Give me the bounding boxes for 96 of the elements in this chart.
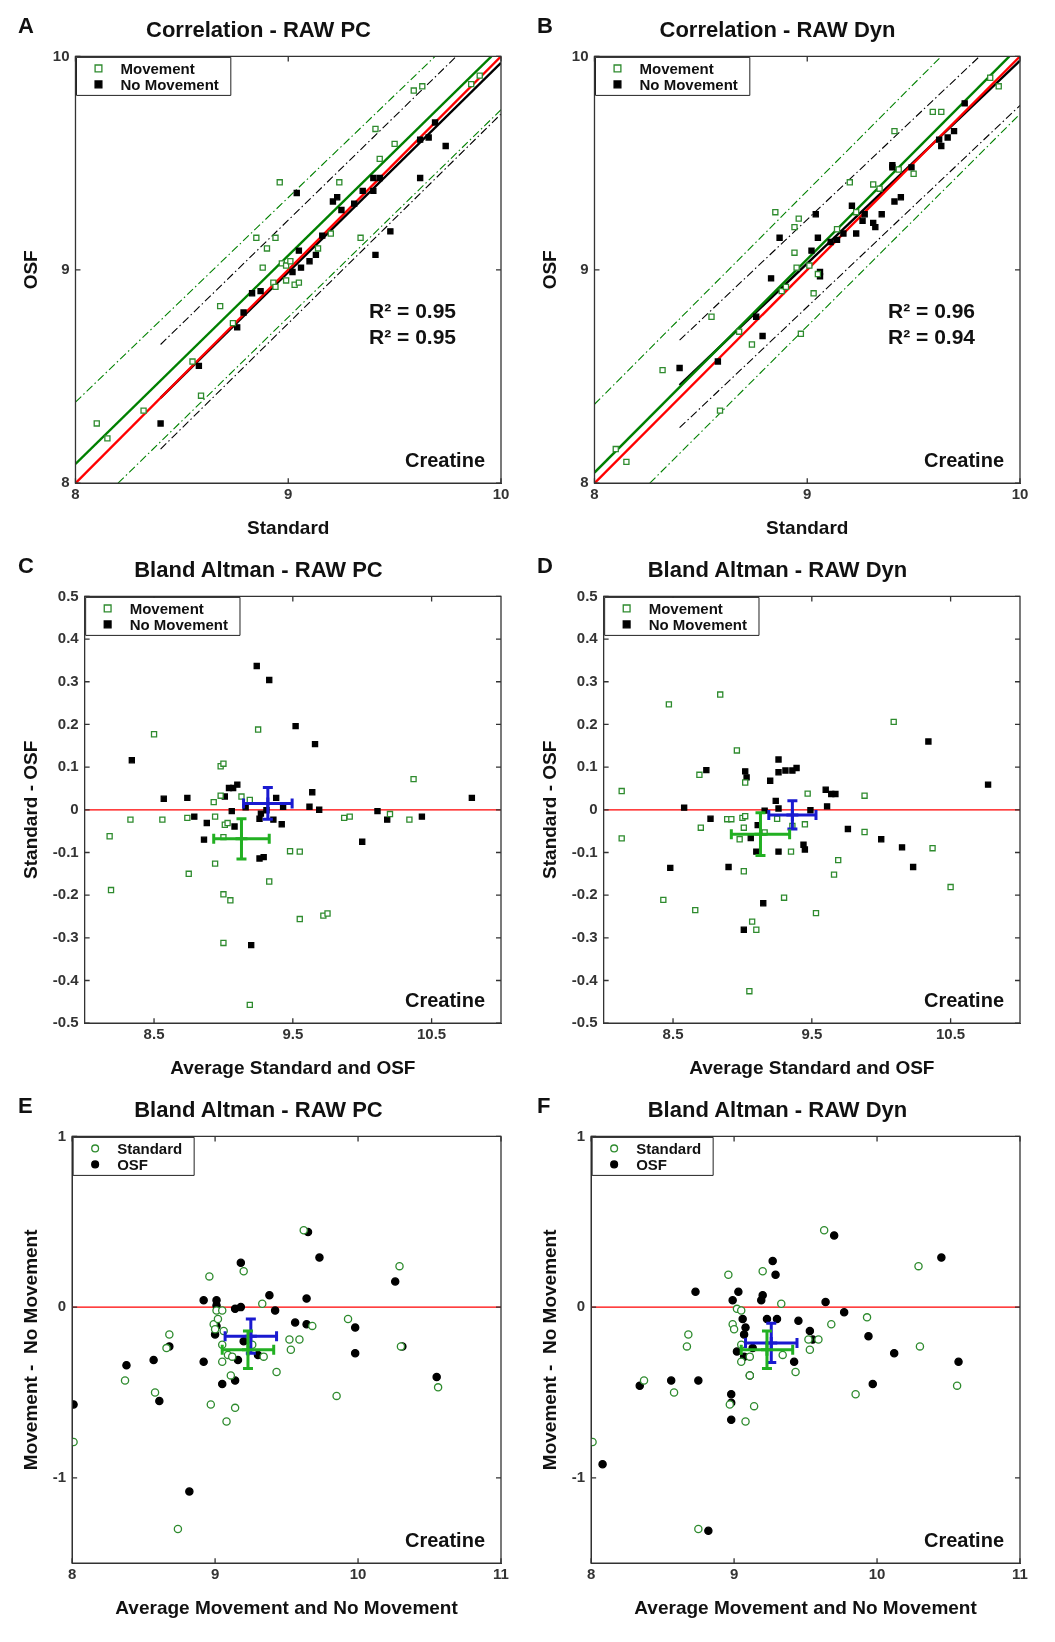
x-tick-label: 8.5	[662, 1025, 684, 1043]
y-tick-label: 0.1	[57, 757, 79, 775]
x-tick-label: 10	[868, 1565, 886, 1583]
x-axis-title: Standard	[766, 516, 849, 538]
x-tick-label: 8.5	[143, 1025, 165, 1043]
x-tick-label: 10.5	[417, 1025, 447, 1043]
text: D	[537, 553, 553, 579]
y-tick-label: 0	[70, 799, 79, 817]
y-tick-label: -0.3	[52, 927, 79, 945]
legend-label: Standard	[636, 1139, 702, 1157]
legend-label: Movement	[639, 59, 714, 77]
chart-title: Bland Altman - RAW PC	[134, 1097, 383, 1123]
legend-label: Movement	[648, 599, 723, 617]
x-tick-label: 9	[284, 485, 293, 503]
chart-title: Bland Altman - RAW Dyn	[647, 1097, 908, 1123]
annotation: Creatine	[923, 1528, 1004, 1551]
x-axis-title: Standard	[247, 516, 330, 538]
y-tick-label: -0.5	[571, 1013, 598, 1031]
annotation: Creatine	[404, 988, 485, 1011]
x-tick-label: 9	[803, 485, 812, 503]
y-tick-label: -0.1	[571, 842, 598, 860]
y-tick-label: -0.4	[52, 970, 80, 988]
y-tick-label: -0.4	[571, 970, 599, 988]
x-tick-label: 9.5	[801, 1025, 823, 1043]
chart-title: Bland Altman - RAW Dyn	[647, 557, 908, 583]
y-tick-label: 0.5	[576, 586, 598, 604]
y-axis-title: OSF	[538, 250, 560, 290]
y-tick-label: 1	[57, 1126, 67, 1144]
chart-title: Correlation - RAW Dyn	[659, 17, 896, 43]
legend-label: Movement	[129, 599, 204, 617]
y-tick-label: 0.4	[57, 629, 80, 647]
legend-label: OSF	[636, 1155, 667, 1173]
y-tick-label: -1	[52, 1467, 67, 1485]
y-tick-label: 10	[571, 46, 589, 64]
annotation: Creatine	[923, 448, 1004, 471]
legend-label: No Movement	[639, 75, 738, 93]
x-axis-title: Average Standard and OSF	[170, 1056, 416, 1078]
y-tick-label: 1	[576, 1126, 586, 1144]
x-tick-label: 9	[210, 1565, 220, 1583]
x-tick-label: 10	[349, 1565, 367, 1583]
x-tick-label: 10	[1011, 485, 1029, 503]
annotation: Creatine	[404, 1528, 485, 1551]
text: F	[537, 1093, 551, 1119]
y-tick-label: 0.3	[57, 671, 79, 689]
legend-label: No Movement	[129, 615, 228, 633]
legend-label: No Movement	[120, 75, 219, 93]
x-tick-label: 9.5	[282, 1025, 304, 1043]
text: E	[18, 1093, 33, 1119]
x-axis-title: Average Standard and OSF	[689, 1056, 935, 1078]
y-tick-label: -0.2	[571, 885, 598, 903]
y-tick-label: -0.2	[52, 885, 79, 903]
y-tick-label: 0.3	[576, 671, 598, 689]
y-axis-title: Standard - OSF	[19, 740, 41, 879]
x-tick-label: 11	[493, 1565, 509, 1583]
y-tick-label: 8	[580, 473, 589, 491]
y-tick-label: 0	[57, 1297, 67, 1315]
legend-label: No Movement	[648, 615, 747, 633]
x-tick-label: 10	[492, 485, 510, 503]
y-tick-label: 0.2	[576, 714, 598, 732]
y-tick-label: -0.1	[52, 842, 79, 860]
y-tick-label: 0.4	[576, 629, 599, 647]
y-tick-label: 0.2	[57, 714, 79, 732]
y-axis-title: Movement - No Movement	[19, 1228, 41, 1471]
annotation: R² = 0.96	[888, 299, 976, 323]
y-tick-label: 9	[61, 259, 70, 277]
y-axis-title: Standard - OSF	[538, 740, 560, 879]
x-tick-label: 10.5	[936, 1025, 966, 1043]
chart-title: Bland Altman - RAW PC	[134, 557, 383, 583]
text: B	[537, 13, 553, 39]
y-tick-label: 10	[52, 46, 70, 64]
legend-label: OSF	[117, 1155, 148, 1173]
y-tick-label: 0	[589, 799, 598, 817]
annotation: R² = 0.94	[888, 324, 976, 348]
y-tick-label: -0.3	[571, 927, 598, 945]
y-tick-label: -1	[571, 1467, 586, 1485]
annotation: R² = 0.95	[369, 299, 457, 323]
y-tick-label: 0.1	[576, 757, 598, 775]
legend-label: Movement	[120, 59, 195, 77]
x-axis-title: Average Movement and No Movement	[115, 1596, 459, 1618]
x-axis-title: Average Movement and No Movement	[634, 1596, 978, 1618]
x-tick-label: 9	[729, 1565, 739, 1583]
y-tick-label: 0	[576, 1297, 586, 1315]
y-tick-label: 9	[580, 259, 589, 277]
y-axis-title: Movement - No Movement	[538, 1228, 560, 1471]
y-tick-label: 0.5	[57, 586, 79, 604]
annotation: Creatine	[923, 988, 1004, 1011]
text: A	[18, 13, 34, 39]
y-tick-label: 8	[61, 473, 70, 491]
legend-label: Standard	[117, 1139, 183, 1157]
annotation: R² = 0.95	[369, 324, 457, 348]
annotation: Creatine	[404, 448, 485, 471]
y-axis-title: OSF	[19, 250, 41, 290]
text: C	[18, 553, 34, 579]
chart-title: Correlation - RAW PC	[146, 17, 372, 43]
y-tick-label: -0.5	[52, 1013, 79, 1031]
x-tick-label: 11	[1012, 1565, 1028, 1583]
